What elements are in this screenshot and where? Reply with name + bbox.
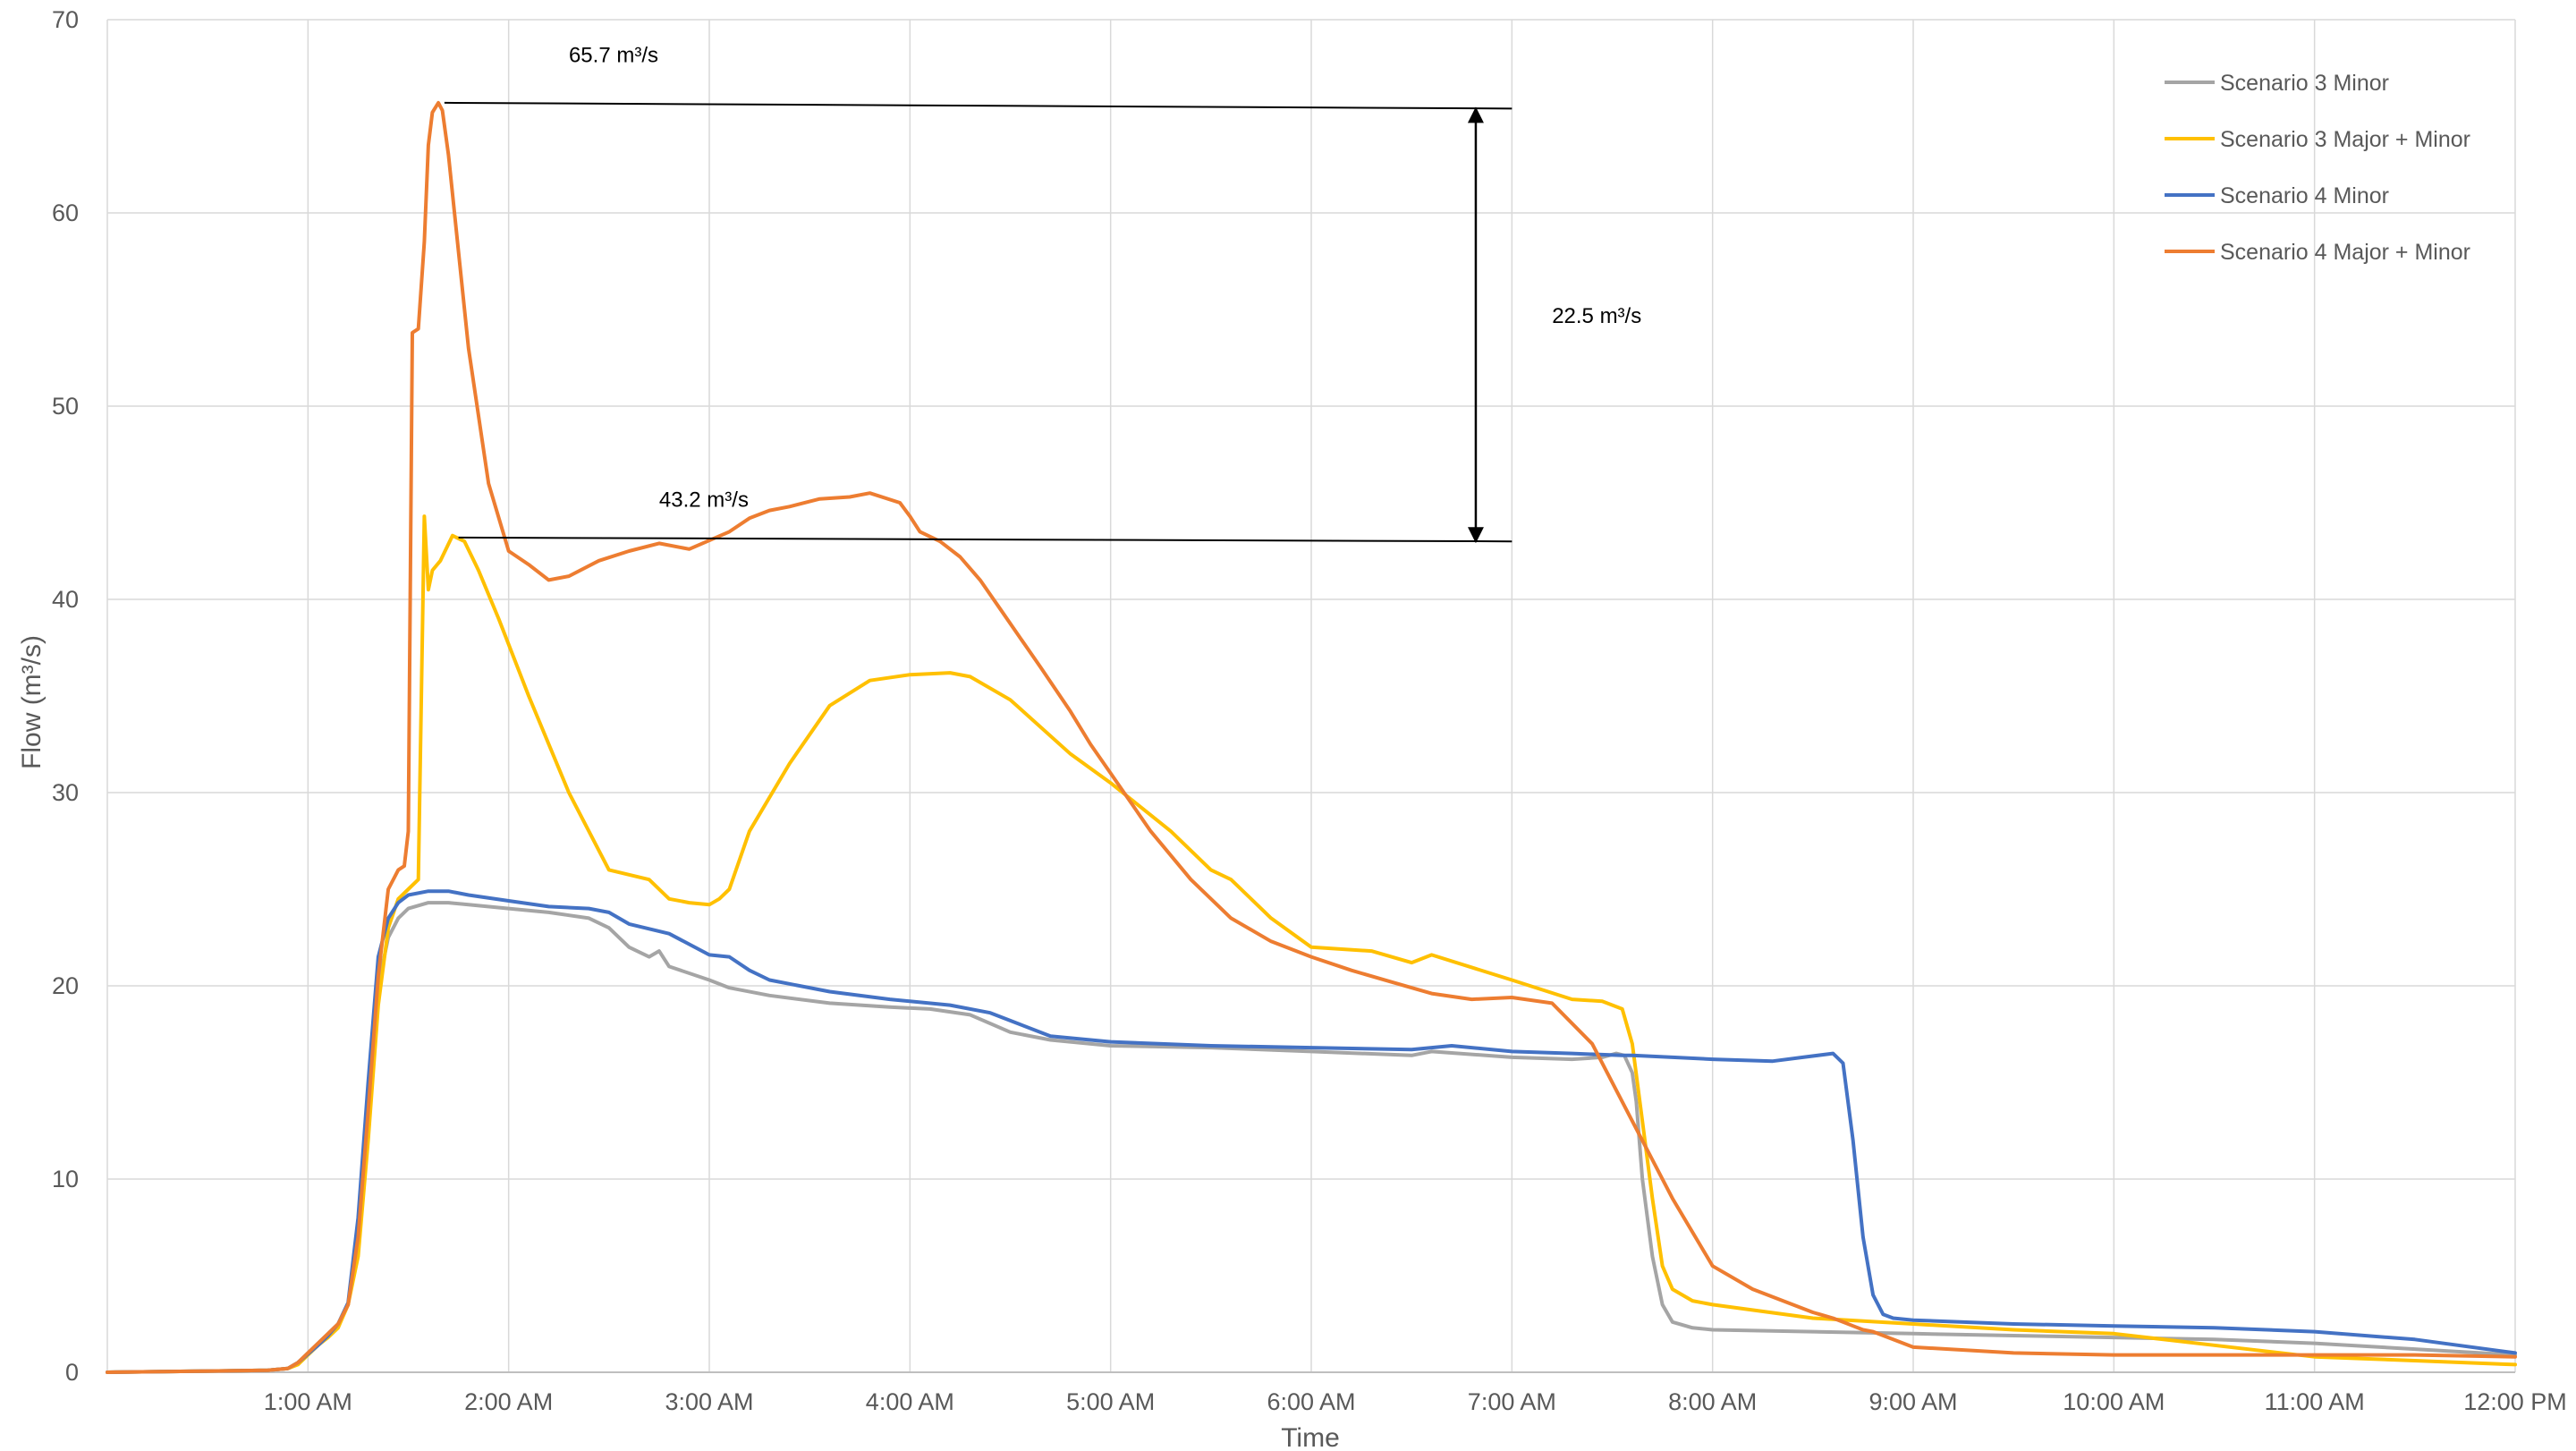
series-line-scenario-4-major-minor [106,100,2517,1374]
x-tick-label: 3:00 AM [665,1388,753,1415]
legend-label: Scenario 3 Major + Minor [2220,127,2470,152]
annotation-label: 43.2 m³/s [659,488,749,512]
annotation-line [444,101,1513,110]
annotation-label: 22.5 m³/s [1552,304,1641,328]
legend-label: Scenario 3 Minor [2220,71,2389,96]
y-tick-label: 50 [52,393,79,420]
x-tick-label: 7:00 AM [1468,1388,1556,1415]
y-tick-label: 10 [52,1166,79,1192]
series-line-scenario-3-major-minor [106,514,2517,1374]
x-tick-label: 11:00 AM [2265,1388,2365,1415]
y-tick-label: 0 [65,1359,79,1386]
series-lines [106,100,2517,1374]
legend-label: Scenario 4 Major + Minor [2220,240,2470,265]
x-tick-label: 9:00 AM [1868,1388,1957,1415]
annotations: 65.7 m³/s 43.2 m³/s 22.5 m³/s [444,44,1641,544]
y-tick-label: 60 [52,199,79,226]
x-tick-label: 2:00 AM [464,1388,553,1415]
y-axis-title: Flow (m³/s) [17,635,47,769]
x-tick-label: 10:00 AM [2063,1388,2165,1415]
x-tick-label: 12:00 PM [2463,1388,2567,1415]
y-tick-label: 20 [52,972,79,999]
legend-label: Scenario 4 Minor [2220,183,2389,208]
x-tick-label: 6:00 AM [1267,1388,1355,1415]
x-axis-title: Time [1281,1423,1340,1451]
legend: Scenario 3 Minor Scenario 3 Major + Minor… [2165,71,2470,265]
x-tick-label: 1:00 AM [264,1388,352,1415]
annotation-label: 65.7 m³/s [569,44,658,68]
x-tick-label: 5:00 AM [1066,1388,1155,1415]
annotation-line [458,536,1513,543]
x-tick-label: 8:00 AM [1668,1388,1757,1415]
y-tick-label: 30 [52,779,79,806]
y-tick-label: 40 [52,586,79,613]
x-tick-label: 4:00 AM [866,1388,954,1415]
gridlines [106,19,2516,1373]
tick-labels: 0 10 20 30 40 50 60 70 1:00 AM 2:00 AM 3:00 AM 4:00… [52,6,2567,1415]
y-tick-label: 70 [52,6,79,33]
